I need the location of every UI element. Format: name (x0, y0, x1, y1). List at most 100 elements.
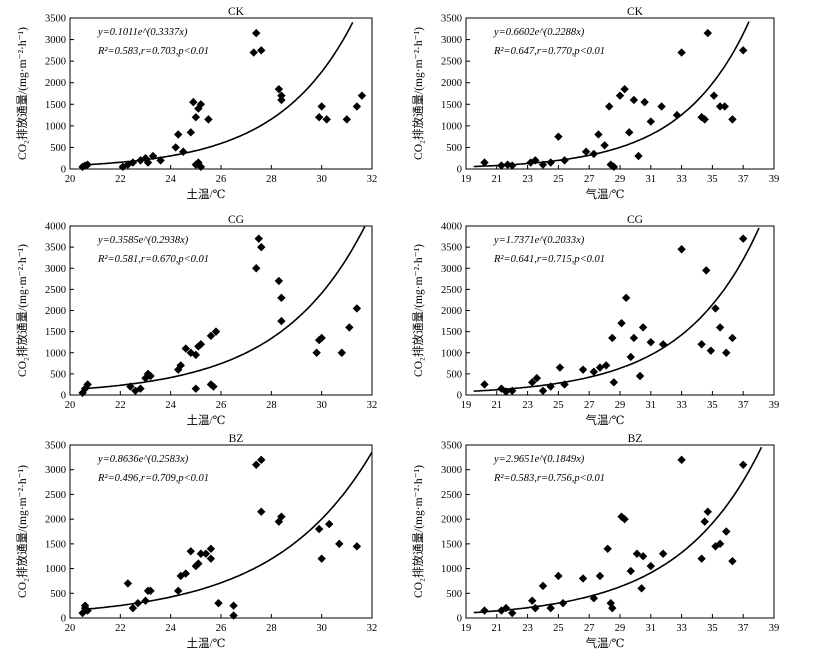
data-point (672, 110, 682, 120)
data-point (629, 95, 639, 105)
y-axis-label: CO₂排放通量/(mg·m⁻²·h⁻¹) (15, 244, 29, 377)
data-point (191, 350, 201, 360)
data-point (186, 547, 195, 556)
data-point (133, 598, 143, 608)
x-tick-label: 26 (216, 400, 227, 411)
y-tick-label: 1500 (441, 539, 462, 550)
x-tick-label: 37 (738, 400, 749, 411)
data-point (646, 337, 655, 347)
data-point (677, 245, 686, 254)
data-point (658, 340, 668, 349)
data-point (257, 46, 266, 55)
data-point (589, 149, 599, 159)
fit-curve (82, 22, 354, 166)
x-tick-label: 21 (492, 400, 503, 411)
data-point (174, 586, 183, 596)
data-point (204, 115, 213, 124)
x-tick-label: 24 (165, 400, 176, 411)
data-point (123, 579, 133, 588)
data-point (128, 603, 138, 613)
data-point (739, 460, 748, 469)
data-point (277, 91, 286, 100)
data-point (720, 102, 729, 111)
data-point (508, 386, 517, 395)
data-point (480, 606, 489, 615)
data-point (722, 348, 731, 357)
x-tick-label: 30 (316, 623, 327, 634)
x-tick-label: 35 (707, 400, 718, 411)
data-point (277, 95, 286, 105)
x-tick-label: 22 (115, 174, 126, 185)
x-tick-label: 29 (615, 623, 626, 634)
y-tick-label: 1000 (45, 564, 66, 575)
x-tick-label: 33 (676, 623, 687, 634)
data-point (706, 346, 716, 355)
data-point (229, 601, 238, 610)
data-point (700, 115, 709, 124)
data-point (578, 365, 588, 374)
data-point (603, 544, 612, 553)
data-point (546, 603, 555, 613)
fit-statistics: R²=0.583,r=0.756,p<0.01 (493, 473, 605, 484)
data-point (312, 348, 321, 357)
data-point (528, 378, 537, 387)
data-point (589, 367, 599, 376)
x-tick-label: 33 (676, 174, 687, 185)
plot-frame (69, 225, 373, 396)
chart-title: CG (627, 214, 643, 226)
data-point (335, 539, 344, 549)
chart-title: CK (228, 6, 245, 18)
y-tick-label: 3000 (441, 465, 462, 476)
data-point (252, 264, 261, 273)
data-point (715, 323, 725, 332)
data-point (621, 293, 631, 303)
data-point (257, 455, 266, 465)
y-tick-label: 3500 (441, 14, 462, 25)
y-tick-label: 3000 (45, 35, 66, 46)
x-tick-label: 28 (266, 623, 277, 634)
x-tick-label: 31 (646, 174, 657, 185)
fit-statistics: R²=0.641,r=0.715,p<0.01 (493, 254, 605, 265)
chart-title: CG (228, 214, 244, 226)
panel-bz-soil: 0 500 1000 1500 2000 2500 3000 3500 20 22 24 26 28 30… (15, 433, 377, 650)
data-point (352, 542, 362, 551)
data-point (191, 384, 201, 393)
y-axis-label: CO₂排放通量/(mg·m⁻²·h⁻¹) (15, 465, 29, 598)
data-point (214, 598, 223, 608)
data-point (508, 608, 517, 618)
data-point (196, 549, 206, 558)
x-tick-label: 29 (615, 174, 626, 185)
data-point (211, 327, 221, 336)
data-point (126, 382, 135, 391)
data-point (189, 97, 198, 107)
y-tick-label: 3500 (45, 243, 66, 254)
data-point (538, 581, 548, 591)
x-tick-label: 33 (676, 400, 687, 411)
x-tick-label: 20 (65, 174, 76, 185)
x-tick-label: 26 (216, 174, 227, 185)
data-point (715, 102, 725, 111)
x-tick-label: 26 (216, 623, 227, 634)
fit-curve (82, 451, 373, 611)
chart-title: BZ (229, 433, 244, 445)
y-tick-label: 3500 (441, 243, 462, 254)
y-tick-label: 2000 (441, 306, 462, 317)
y-tick-label: 1500 (45, 327, 66, 338)
data-point (578, 574, 588, 583)
data-point (322, 115, 331, 124)
data-point (179, 147, 188, 156)
data-point (600, 141, 609, 150)
data-point (538, 160, 548, 169)
x-tick-label: 32 (367, 174, 378, 185)
data-point (252, 460, 261, 469)
x-tick-label: 35 (707, 174, 718, 185)
fit-curve (473, 21, 750, 168)
data-point (317, 554, 326, 563)
panel-bz-air: 0 500 1000 1500 2000 2500 3000 3500 19 21 23 25 27 29… (411, 433, 779, 650)
data-point (617, 318, 626, 328)
fit-equation: y=2.9651e^(0.1849x) (493, 454, 585, 465)
data-point (546, 158, 555, 167)
data-point (702, 266, 711, 275)
x-tick-label: 27 (584, 623, 595, 634)
